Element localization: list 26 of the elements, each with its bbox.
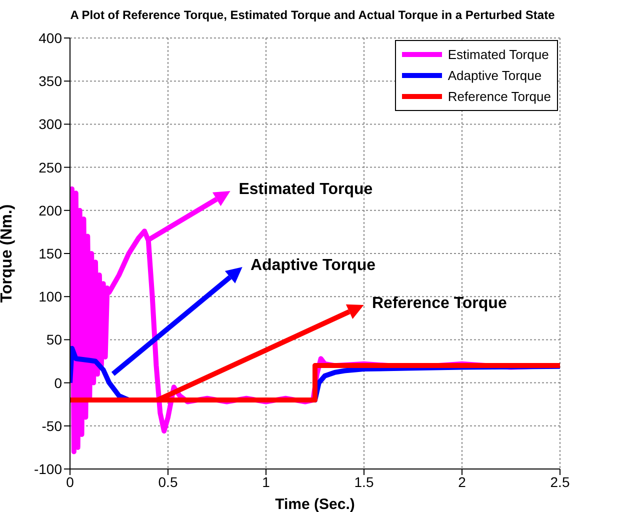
- y-tick-label: 400: [38, 30, 62, 46]
- y-tick-label: 250: [38, 159, 62, 176]
- y-tick-label: 50: [46, 332, 62, 348]
- annotation: Reference Torque: [372, 295, 507, 314]
- y-tick-label: 200: [38, 202, 62, 218]
- annotation: Adaptive Torque: [250, 257, 376, 276]
- x-tick-label: 1.5: [354, 474, 374, 490]
- x-tick-label: 2.5: [550, 474, 570, 490]
- legend-label: Estimated Torque: [448, 46, 549, 64]
- y-tick-label: -100: [34, 460, 62, 477]
- chart-title: A Plot of Reference Torque, Estimated Torque and Actual Torque in a Perturbed State: [69, 8, 556, 22]
- x-axis-title: Time (Sec.): [274, 496, 356, 512]
- legend-label: Adaptive Torque: [448, 67, 542, 85]
- y-axis-title: Torque (Nm.): [0, 204, 16, 303]
- y-tick-label: 0: [54, 374, 62, 391]
- legend-label: Reference Torque: [448, 88, 551, 106]
- y-tick-label: 300: [38, 116, 62, 132]
- y-tick-label: 350: [38, 73, 62, 90]
- y-tick-label: 150: [38, 245, 62, 262]
- y-tick-label: 100: [38, 288, 62, 305]
- annotation: Estimated Torque: [238, 181, 373, 200]
- y-tick-label: -50: [42, 418, 62, 434]
- x-tick-label: 2: [458, 474, 466, 490]
- x-tick-label: 1: [262, 474, 270, 490]
- x-tick-label: 0.5: [158, 474, 178, 490]
- x-tick-label: 0: [66, 474, 74, 490]
